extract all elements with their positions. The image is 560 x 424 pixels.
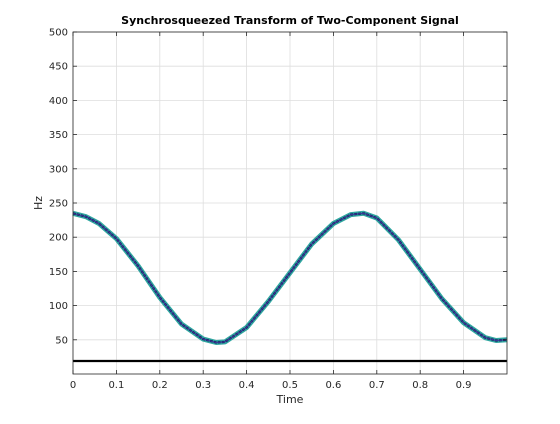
x-tick-label: 0.8: [412, 380, 428, 391]
series-layer: [72, 210, 508, 363]
x-tick-label: 0.2: [152, 380, 168, 391]
x-tick-label: 0.7: [369, 380, 385, 391]
chart-title: Synchrosqueezed Transform of Two-Compone…: [121, 14, 459, 27]
ticks: 0 0.1 0.2 0.3 0.4 0.5 0.6 0.7 0.8 0.9 50 100 150 200 2…: [49, 28, 507, 391]
y-tick-label: 500: [49, 28, 68, 39]
y-tick-label: 400: [49, 96, 68, 107]
x-tick-label: 0.5: [282, 380, 298, 391]
y-tick-label: 450: [49, 62, 68, 73]
x-tick-label: 0.4: [239, 380, 255, 391]
x-tick-label: 0.3: [195, 380, 211, 391]
y-tick-label: 200: [49, 233, 68, 244]
y-tick-label: 50: [55, 335, 68, 346]
y-tick-label: 300: [49, 164, 68, 175]
y-tick-label: 150: [49, 267, 68, 278]
x-tick-label: 0: [70, 380, 76, 391]
x-tick-label: 0.9: [456, 380, 472, 391]
y-tick-label: 250: [49, 199, 68, 210]
x-tick-label: 0.1: [108, 380, 124, 391]
x-tick-label: 0.6: [325, 380, 341, 391]
y-tick-label: 350: [49, 130, 68, 141]
x-axis-label: Time: [276, 393, 304, 406]
y-axis-label: Hz: [32, 196, 45, 210]
ridge-line: [72, 212, 508, 343]
y-tick-label: 100: [49, 301, 68, 312]
